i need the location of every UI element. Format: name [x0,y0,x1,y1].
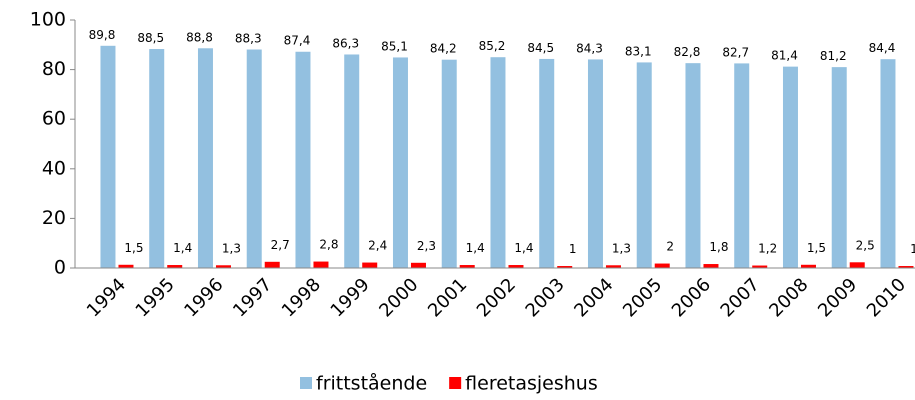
data-label: 2,5 [856,238,875,252]
data-label: 1,2 [758,242,777,256]
data-label: 2 [666,240,674,254]
x-tick-label: 2001 [424,274,471,321]
bar [848,261,866,269]
data-label: 82,8 [674,45,701,59]
data-label: 84,2 [430,42,457,56]
x-tick-label: 1996 [180,274,227,321]
y-tick-label: 60 [42,108,66,130]
data-label: 1 [910,242,915,256]
bar [440,58,458,269]
data-label: 1,5 [124,241,143,255]
data-label: 1 [569,242,577,256]
data-label: 1,4 [466,241,485,255]
data-label: 2,3 [417,239,436,253]
bar [361,261,379,269]
bar [391,56,409,269]
data-label: 88,5 [137,31,164,45]
bar [263,260,281,269]
legend-label: frittstående [316,372,427,395]
bar [245,48,263,269]
y-tick-label: 40 [42,157,66,179]
bar [489,56,507,269]
data-label: 88,3 [235,32,262,46]
bar [702,263,720,269]
bar [117,263,135,269]
legend-swatch [449,377,462,389]
data-label: 84,3 [576,41,603,55]
data-label: 83,1 [625,44,652,58]
bar [99,44,117,269]
data-label: 84,5 [527,41,554,55]
x-tick-label: 2005 [619,274,666,321]
bar [507,264,525,269]
x-tick-label: 1998 [278,274,325,321]
data-label: 85,1 [381,39,408,53]
x-tick-label: 2000 [375,274,422,321]
y-tick-label: 100 [30,9,66,31]
data-label: 1,3 [222,241,241,255]
data-label: 87,4 [284,34,311,48]
data-label: 82,7 [722,45,749,59]
bar [684,62,702,269]
data-label: 85,2 [479,39,506,53]
data-label: 1,4 [514,241,533,255]
x-tick-label: 1997 [229,274,276,321]
x-tick-label: 2006 [668,274,715,321]
bar [799,263,817,269]
x-tick-label: 1995 [132,274,179,321]
data-label: 2,7 [271,238,290,252]
bar [586,58,604,269]
x-tick-label: 2008 [765,274,812,321]
data-label: 84,4 [869,41,896,55]
bar [148,48,166,269]
data-label: 1,5 [807,241,826,255]
y-tick-label: 80 [42,58,66,80]
x-tick-label: 2007 [717,274,764,321]
data-label: 1,3 [612,241,631,255]
data-label: 89,8 [89,28,116,42]
bar [879,58,897,269]
bar [653,262,671,269]
data-label: 88,8 [186,30,213,44]
y-tick-label: 20 [42,207,66,229]
bar [635,61,653,269]
data-label: 81,4 [771,49,798,63]
bar [294,50,312,269]
data-label: 86,3 [332,36,359,50]
bar [538,57,556,269]
x-tick-label: 2009 [814,274,861,321]
bar [733,62,751,269]
bar [458,264,476,269]
data-label: 1,4 [173,241,192,255]
bar [196,47,214,269]
bar [830,66,848,269]
legend-swatch [300,377,312,389]
y-tick-label: 0 [54,257,66,279]
x-tick-label: 2010 [863,274,910,321]
x-tick-label: 2003 [522,274,569,321]
legend-label: fleretasjeshus [465,373,598,395]
bar [781,65,799,269]
x-tick-label: 1994 [83,274,130,321]
x-tick-label: 2002 [473,274,520,321]
x-tick-label: 1999 [327,274,374,321]
data-label: 2,4 [368,239,387,253]
data-label: 1,8 [709,240,728,254]
bar [166,264,184,269]
x-tick-label: 2004 [570,274,617,321]
bar [312,260,330,269]
data-label: 2,8 [319,238,338,252]
data-label: 81,2 [820,49,847,63]
bar [343,53,361,269]
bar [409,261,427,269]
